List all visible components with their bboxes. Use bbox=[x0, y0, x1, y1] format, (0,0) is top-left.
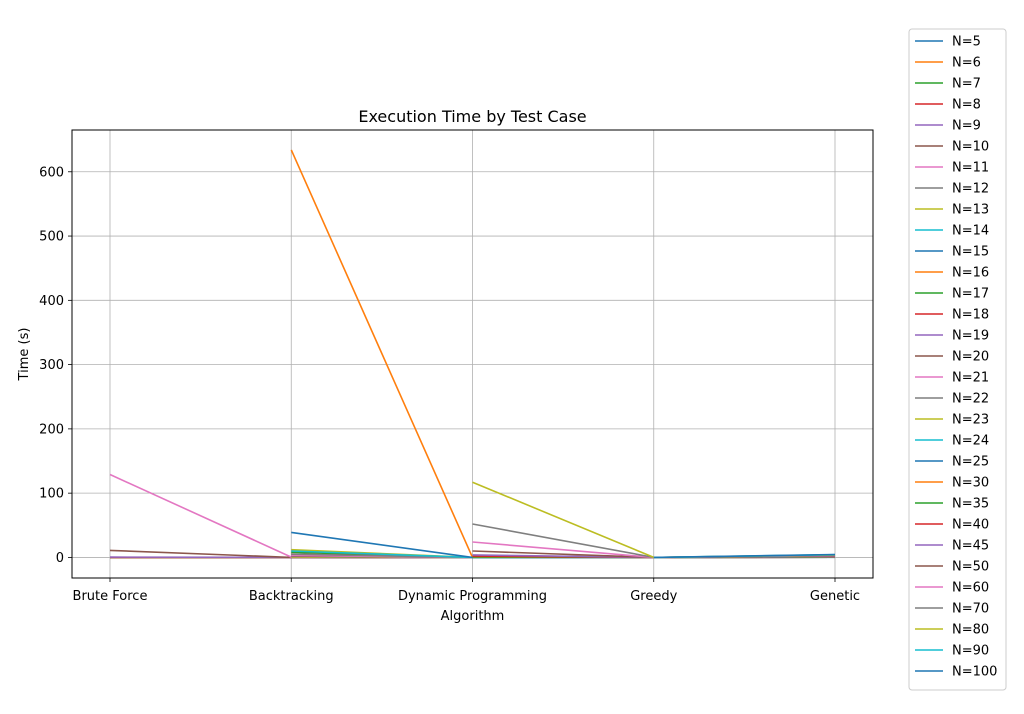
legend-label: N=80 bbox=[952, 623, 989, 638]
legend: N=5 N=6 N=7 N=8 N=9 N=10 N=11 N=12 N=13 N=14 N=15 N… bbox=[909, 29, 1006, 690]
legend-label: N=23 bbox=[952, 413, 989, 428]
y-tick-label: 400 bbox=[39, 294, 64, 309]
y-axis-label: Time (s) bbox=[17, 328, 32, 382]
y-tick-label: 100 bbox=[39, 487, 64, 502]
x-tick-label: Greedy bbox=[630, 589, 677, 604]
series-line-N=16 bbox=[291, 150, 835, 558]
legend-label: N=100 bbox=[952, 665, 997, 680]
axis-ticks: Brute Force Backtracking Dynamic Programmi… bbox=[39, 165, 860, 604]
legend-label: N=13 bbox=[952, 203, 989, 218]
legend-label: N=70 bbox=[952, 602, 989, 617]
legend-label: N=11 bbox=[952, 161, 989, 176]
grid bbox=[72, 130, 873, 578]
legend-label: N=60 bbox=[952, 581, 989, 596]
legend-label: N=12 bbox=[952, 182, 989, 197]
legend-label: N=17 bbox=[952, 287, 989, 302]
legend-label: N=8 bbox=[952, 98, 981, 113]
legend-label: N=22 bbox=[952, 392, 989, 407]
legend-label: N=20 bbox=[952, 350, 989, 365]
y-tick-label: 0 bbox=[56, 551, 64, 566]
legend-label: N=35 bbox=[952, 497, 989, 512]
x-tick-label: Brute Force bbox=[73, 589, 148, 604]
x-tick-label: Dynamic Programming bbox=[398, 589, 547, 604]
legend-label: N=18 bbox=[952, 308, 989, 323]
legend-label: N=10 bbox=[952, 140, 989, 155]
chart-title: Execution Time by Test Case bbox=[358, 107, 586, 126]
y-tick-label: 300 bbox=[39, 358, 64, 373]
legend-label: N=5 bbox=[952, 35, 981, 50]
legend-label: N=21 bbox=[952, 371, 989, 386]
legend-label: N=15 bbox=[952, 245, 989, 260]
legend-label: N=40 bbox=[952, 518, 989, 533]
x-tick-label: Genetic bbox=[810, 589, 860, 604]
y-tick-label: 600 bbox=[39, 165, 64, 180]
legend-label: N=50 bbox=[952, 560, 989, 575]
legend-label: N=25 bbox=[952, 455, 989, 470]
legend-label: N=19 bbox=[952, 329, 989, 344]
legend-label: N=9 bbox=[952, 119, 981, 134]
legend-label: N=90 bbox=[952, 644, 989, 659]
y-tick-label: 500 bbox=[39, 230, 64, 245]
legend-label: N=45 bbox=[952, 539, 989, 554]
y-tick-label: 200 bbox=[39, 422, 64, 437]
legend-label: N=24 bbox=[952, 434, 989, 449]
x-axis-label: Algorithm bbox=[441, 609, 505, 624]
legend-label: N=14 bbox=[952, 224, 989, 239]
legend-label: N=16 bbox=[952, 266, 989, 281]
legend-label: N=6 bbox=[952, 56, 981, 71]
x-tick-label: Backtracking bbox=[249, 589, 334, 604]
legend-label: N=30 bbox=[952, 476, 989, 491]
legend-label: N=7 bbox=[952, 77, 981, 92]
